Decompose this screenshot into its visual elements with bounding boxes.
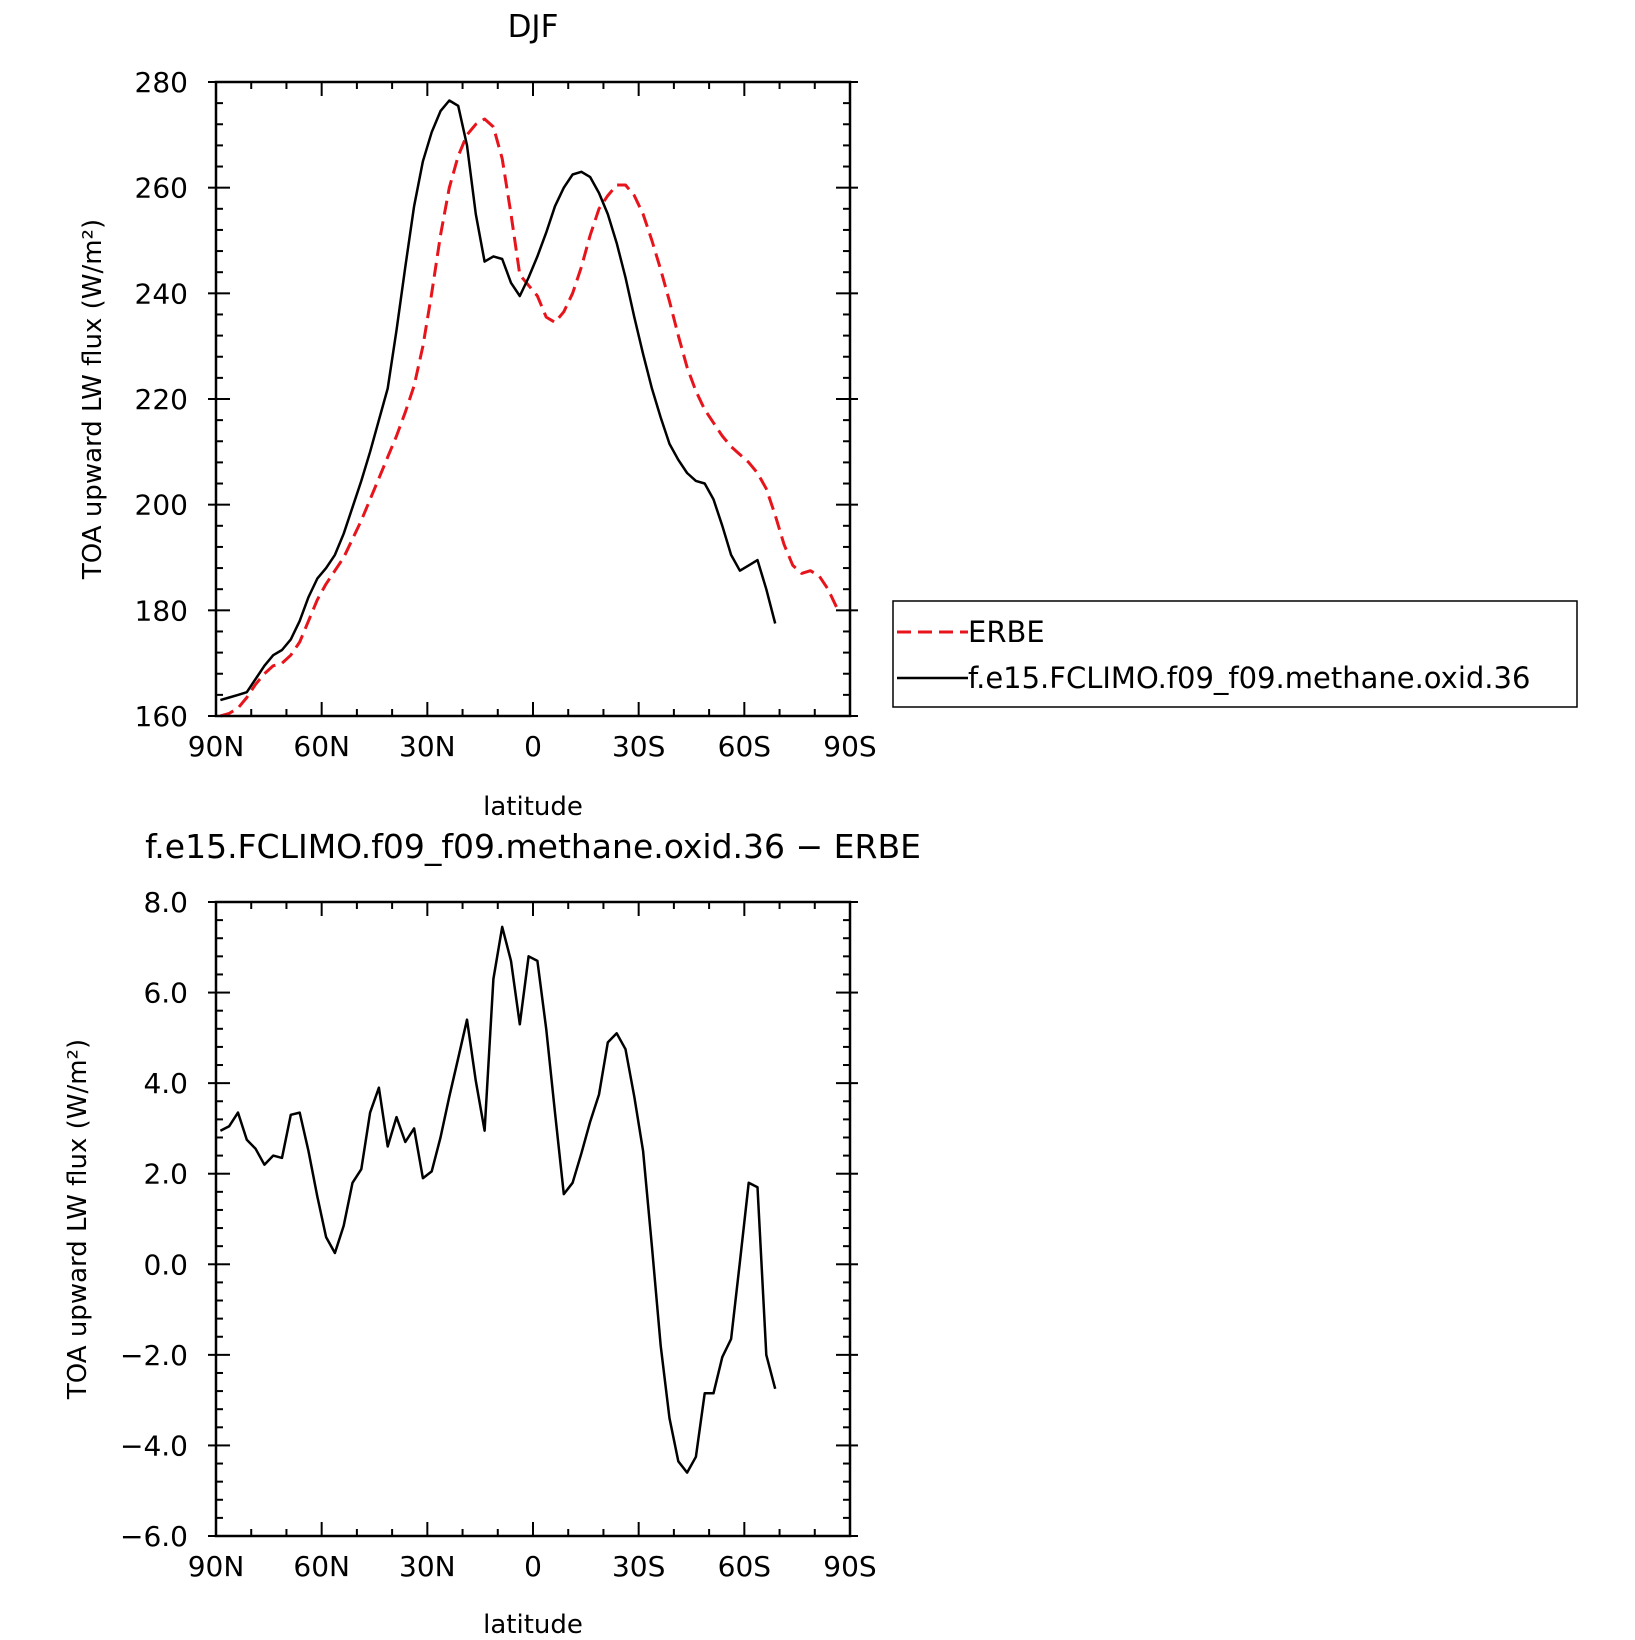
top-panel-series — [219, 99, 839, 718]
top-panel-y-tick-labels: 160 180 200 220 240 260 280 — [135, 66, 188, 733]
x-tick-label: 60S — [718, 1550, 771, 1583]
x-tick-label: 60S — [718, 730, 771, 763]
x-tick-label: 60N — [293, 1550, 350, 1583]
bottom-panel-ticks — [208, 901, 858, 1537]
bottom-panel-title: f.e15.FCLIMO.f09_f09.methane.oxid.36 − E… — [145, 827, 921, 866]
top-panel-ticks — [208, 81, 858, 717]
y-tick-label: 2.0 — [143, 1158, 188, 1191]
series-line-difference — [219, 925, 777, 1474]
x-tick-label: 90N — [188, 730, 245, 763]
y-tick-label: −2.0 — [120, 1339, 188, 1372]
top-panel-y-axis-label: TOA upward LW flux (W/m²) — [78, 219, 108, 580]
series-line-f-e15-fclimo-f09-f09-methane-oxid-36 — [220, 99, 777, 702]
y-tick-label: 0.0 — [143, 1248, 188, 1281]
y-tick-label: 160 — [135, 700, 188, 733]
legend-label-model: f.e15.FCLIMO.f09_f09.methane.oxid.36 — [968, 661, 1530, 695]
y-tick-label: 200 — [135, 489, 188, 522]
top-panel-title: DJF — [508, 9, 559, 45]
top-panel: DJF 90N 60N 30N 0 30S 60S 90S 160 180 200 220 240 2… — [78, 9, 1578, 822]
series-line-erbe — [219, 117, 839, 718]
y-tick-label: 280 — [135, 66, 188, 99]
top-panel-plot-frame — [214, 80, 852, 718]
bottom-panel-y-tick-labels: 8.0 6.0 4.0 2.0 0.0 −2.0 −4.0 −6.0 — [120, 886, 188, 1553]
legend-label-erbe: ERBE — [968, 615, 1045, 649]
x-tick-label: 90S — [823, 1550, 876, 1583]
y-tick-label: 260 — [135, 172, 188, 205]
bottom-panel-x-tick-labels: 90N 60N 30N 0 30S 60S 90S — [188, 1550, 877, 1583]
x-tick-label: 0 — [524, 730, 542, 763]
x-tick-label: 30N — [399, 1550, 456, 1583]
x-tick-label: 30S — [612, 1550, 665, 1583]
top-panel-x-axis-label: latitude — [483, 792, 583, 822]
bottom-panel-series — [219, 925, 777, 1474]
bottom-panel-x-axis-label: latitude — [483, 1610, 583, 1635]
y-tick-label: 8.0 — [143, 886, 188, 919]
bottom-panel-y-axis-label: TOA upward LW flux (W/m²) — [63, 1039, 93, 1400]
y-tick-label: 180 — [135, 594, 188, 627]
y-tick-label: 220 — [135, 383, 188, 416]
x-tick-label: 30S — [612, 730, 665, 763]
legend: ERBE f.e15.FCLIMO.f09_f09.methane.oxid.3… — [892, 600, 1578, 708]
x-tick-label: 60N — [293, 730, 350, 763]
x-tick-label: 90N — [188, 1550, 245, 1583]
y-tick-label: −6.0 — [120, 1520, 188, 1553]
y-tick-label: 240 — [135, 277, 188, 310]
x-tick-label: 0 — [524, 1550, 542, 1583]
legend-box — [892, 600, 1578, 708]
x-tick-label: 30N — [399, 730, 456, 763]
x-tick-label: 90S — [823, 730, 876, 763]
y-tick-label: 6.0 — [143, 977, 188, 1010]
top-panel-x-tick-labels: 90N 60N 30N 0 30S 60S 90S — [188, 730, 877, 763]
y-tick-label: −4.0 — [120, 1429, 188, 1462]
bottom-panel-plot-frame — [214, 900, 852, 1538]
y-tick-label: 4.0 — [143, 1067, 188, 1100]
bottom-panel: f.e15.FCLIMO.f09_f09.methane.oxid.36 − E… — [63, 827, 921, 1640]
